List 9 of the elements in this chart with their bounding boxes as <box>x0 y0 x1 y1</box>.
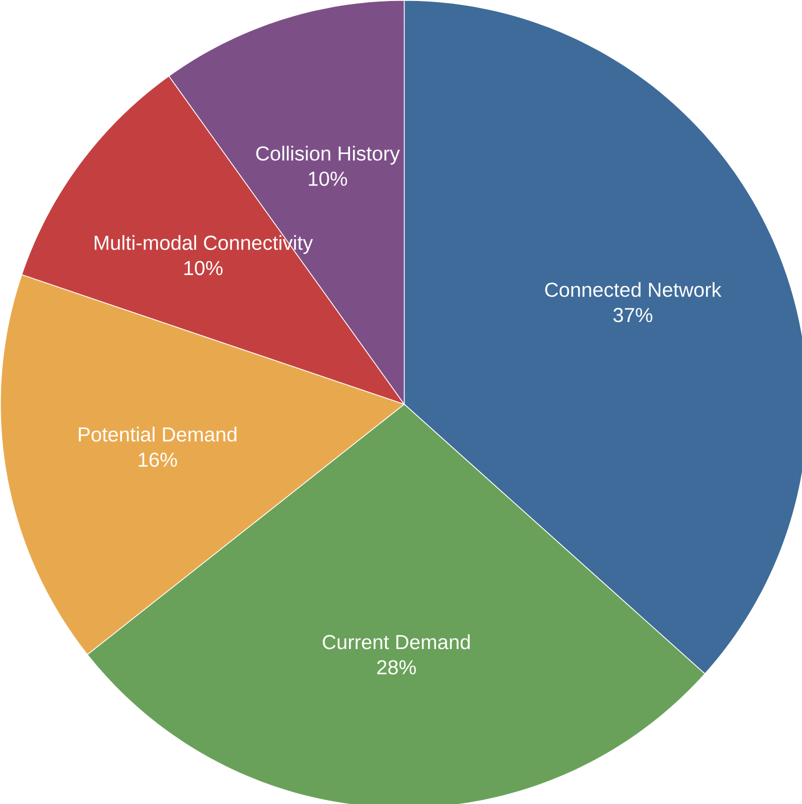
slice-label: Potential Demand <box>78 426 236 442</box>
data-label: 10% <box>184 260 223 276</box>
data-label: 16% <box>138 452 177 467</box>
slice-label: Current Demand <box>322 634 470 650</box>
slice-label: Collision History <box>256 146 400 165</box>
data-label: 10% <box>308 172 348 186</box>
data-label: 28% <box>377 660 416 674</box>
slice-label: Connected Network <box>545 282 722 297</box>
data-label: 37% <box>613 308 652 322</box>
